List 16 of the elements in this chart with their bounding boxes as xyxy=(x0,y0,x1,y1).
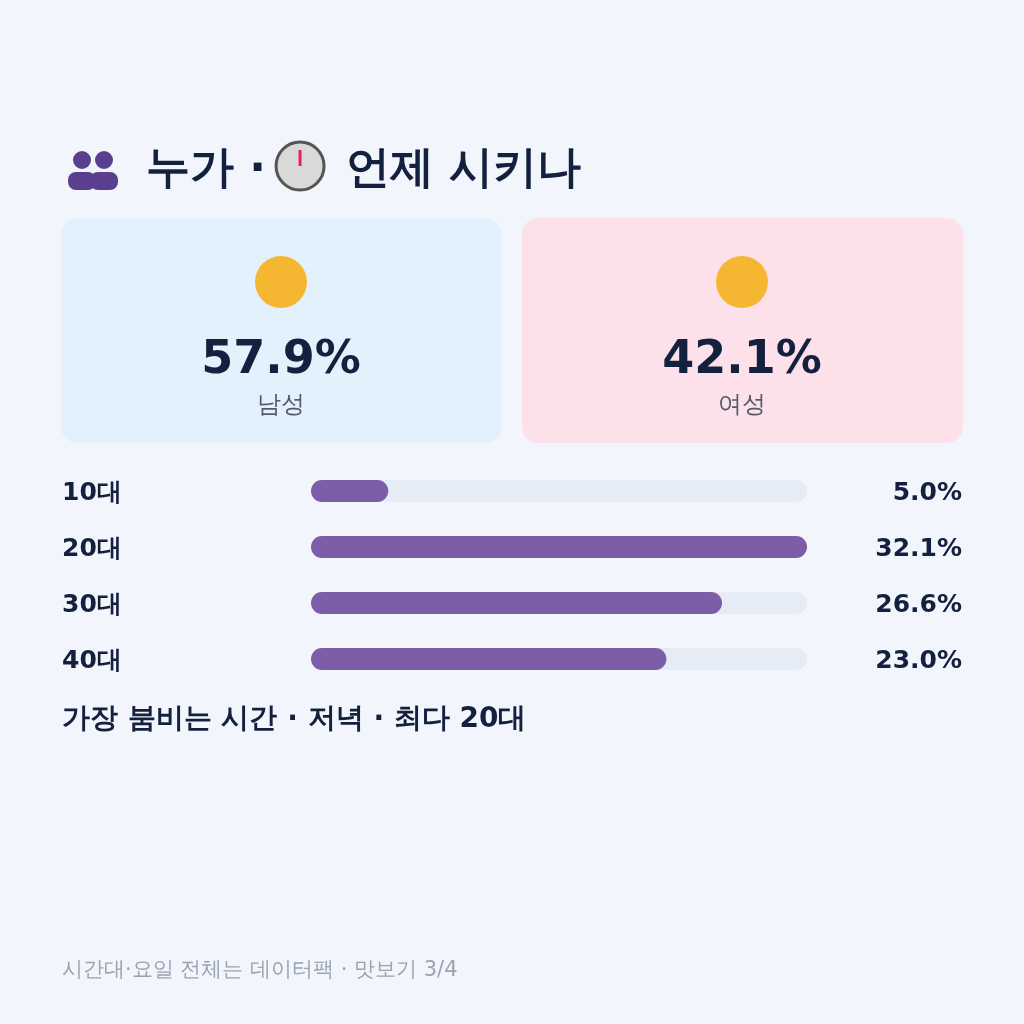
text: 시간대·요일 전체는 데이터팩 · 맛보기 3/4 xyxy=(62,957,458,981)
data-label: 5.0% xyxy=(892,477,962,506)
data-label: 23.0% xyxy=(875,645,962,674)
bar xyxy=(311,480,389,502)
category-label: 여성 xyxy=(718,390,766,418)
data-label: 42.1% xyxy=(662,330,822,384)
data-label: 57.9% xyxy=(201,330,361,384)
data-label: 26.6% xyxy=(875,589,962,618)
y-tick-label: 40대 xyxy=(62,645,122,674)
category-label: 남성 xyxy=(257,390,305,418)
data-label: 32.1% xyxy=(875,533,962,562)
chart-title: 누가 · 언제 시키나 xyxy=(146,141,582,192)
y-tick-label: 20대 xyxy=(62,533,122,562)
y-tick-label: 10대 xyxy=(62,477,122,506)
y-tick-label: 30대 xyxy=(62,589,122,618)
text: 가장 붐비는 시간 · 저녁 · 최다 20대 xyxy=(62,701,527,734)
